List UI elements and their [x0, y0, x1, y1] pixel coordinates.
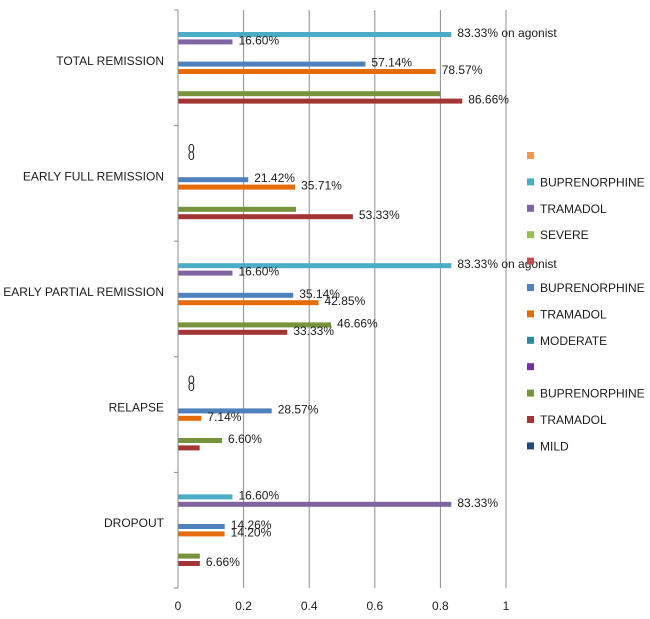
bar — [178, 91, 441, 97]
data-label: 14.26% — [231, 518, 272, 532]
legend-swatch — [527, 310, 534, 318]
x-tick-label: 0.8 — [432, 599, 449, 613]
bar — [178, 531, 225, 537]
data-labels: 83.33% on agonist 16.60% 57.14% 78.57% 86.66… — [188, 26, 557, 569]
legend-label: SEVERE — [540, 228, 589, 242]
bar — [178, 184, 296, 190]
category-label: EARLY PARTIAL REMISSION — [3, 285, 164, 299]
x-tick-label: 0.4 — [301, 599, 318, 613]
legend-swatch — [527, 231, 534, 239]
legend-label: BUPRENORPHINE — [540, 175, 645, 189]
x-tick-label: 0.2 — [235, 599, 252, 613]
legend-swatch — [527, 389, 534, 397]
data-label: 42.85% — [325, 294, 366, 308]
bar — [178, 300, 319, 306]
bar — [178, 322, 332, 328]
data-label: 33.33% — [293, 324, 334, 338]
data-label: 57.14% — [371, 56, 412, 70]
bar — [178, 524, 225, 529]
bar — [178, 61, 366, 67]
legend-swatch — [527, 442, 534, 450]
legend-swatch — [527, 363, 534, 371]
legend-label: MODERATE — [540, 334, 607, 348]
bar — [178, 494, 233, 500]
bar — [178, 438, 222, 443]
bar — [178, 292, 294, 298]
data-label: 6.60% — [228, 432, 262, 446]
data-label: 7.14% — [207, 410, 241, 424]
bar — [178, 69, 436, 74]
bars — [178, 32, 463, 566]
legend-label: TRAMADOL — [540, 202, 607, 216]
legend-swatch — [527, 178, 534, 186]
data-label: 28.57% — [278, 402, 319, 416]
legend: BUPRENORPHINE TRAMADOL SEVERE BUPRENORPHINE… — [527, 152, 645, 453]
data-label: 35.14% — [299, 287, 340, 301]
legend-label: BUPRENORPHINE — [540, 281, 645, 295]
data-label: 6.66% — [206, 555, 240, 569]
category-label: EARLY FULL REMISSION — [23, 169, 164, 183]
bar — [178, 561, 200, 566]
data-label: 21.42% — [254, 171, 295, 185]
legend-swatch — [527, 257, 534, 265]
category-label: TOTAL REMISSION — [56, 54, 164, 68]
legend-swatch — [527, 284, 534, 291]
data-label: 16.60% — [238, 265, 279, 279]
data-label: 16.60% — [238, 488, 279, 502]
data-label: 83.33% on agonist — [457, 257, 557, 271]
bar — [178, 329, 288, 335]
data-label: 0 — [188, 380, 195, 394]
data-label: 46.66% — [337, 316, 378, 330]
legend-swatch — [527, 416, 534, 423]
x-tick-label: 0 — [175, 599, 182, 613]
data-label: 16.60% — [238, 33, 279, 47]
data-label: 35.71% — [301, 179, 342, 193]
bar — [178, 39, 233, 45]
category-label: RELAPSE — [109, 401, 164, 415]
legend-swatch — [527, 152, 534, 159]
bar — [178, 263, 452, 269]
data-label: 83.33% on agonist — [457, 26, 557, 40]
legend-label: BUPRENORPHINE — [540, 387, 645, 401]
data-label: 83.33% — [457, 496, 498, 510]
legend-label: MILD — [540, 439, 569, 453]
bar — [178, 408, 272, 414]
bar — [178, 32, 452, 37]
legend-label: TRAMADOL — [540, 413, 607, 427]
bar — [178, 501, 452, 507]
bar — [178, 206, 297, 212]
data-label: 53.33% — [359, 208, 400, 222]
bar — [178, 214, 353, 220]
category-label: DROPOUT — [104, 516, 165, 530]
data-label: 14.20% — [231, 525, 272, 539]
data-label: 0 — [188, 373, 195, 387]
legend-swatch — [527, 204, 534, 212]
x-tick-label: 1 — [503, 599, 510, 613]
data-label: 78.57% — [442, 63, 483, 77]
bar — [178, 270, 233, 276]
data-label: 0 — [188, 142, 195, 156]
legend-label: TRAMADOL — [540, 307, 607, 321]
bar — [178, 177, 249, 183]
bar — [178, 98, 463, 104]
bar — [178, 415, 202, 421]
legend-swatch — [527, 336, 534, 344]
bar — [178, 553, 200, 559]
axes: 0 0.2 0.4 0.6 0.8 1 TOTAL REMISSION EARLY FULL … — [3, 9, 510, 613]
data-label: 86.66% — [468, 93, 509, 107]
x-tick-label: 0.6 — [366, 599, 383, 613]
bar — [178, 445, 200, 451]
data-label: 0 — [188, 149, 195, 163]
grid — [243, 10, 507, 588]
